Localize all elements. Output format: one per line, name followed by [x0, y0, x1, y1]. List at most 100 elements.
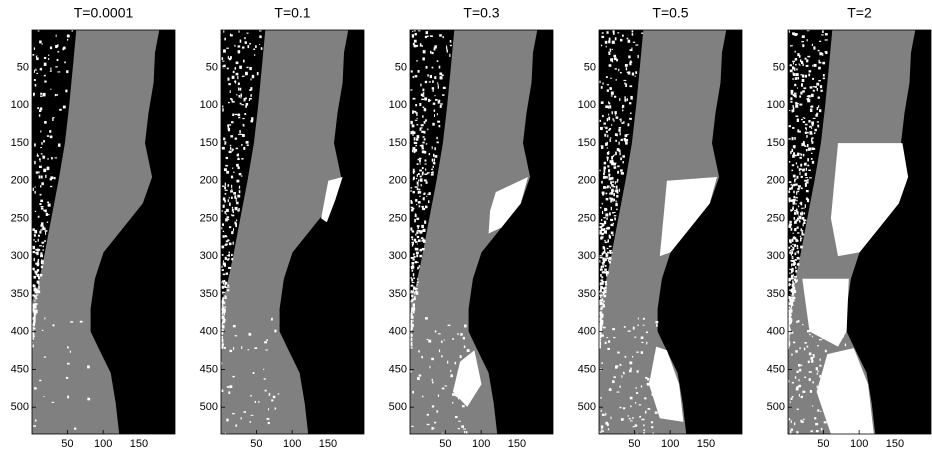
speckle	[231, 206, 234, 209]
speckle	[34, 290, 38, 294]
y-tick-label: 350	[578, 288, 596, 300]
speckle	[225, 156, 229, 160]
speckle	[415, 233, 417, 236]
speckle	[793, 195, 796, 198]
speckle	[634, 75, 636, 77]
speckle	[603, 259, 606, 262]
speckle	[600, 410, 603, 412]
speckle	[444, 385, 448, 387]
speckle	[421, 98, 424, 101]
speckle	[431, 357, 434, 361]
speckle	[796, 386, 799, 390]
speckle	[599, 206, 602, 209]
speckle	[235, 224, 237, 228]
speckle	[606, 89, 609, 92]
speckle	[452, 401, 454, 404]
speckle	[813, 132, 816, 134]
speckle	[33, 295, 37, 298]
speckle	[600, 282, 603, 286]
speckle	[54, 94, 57, 97]
speckle	[801, 74, 805, 78]
y-tick-label: 200	[578, 175, 596, 187]
speckle	[235, 198, 237, 202]
speckle	[33, 69, 35, 73]
speckle	[239, 102, 242, 105]
speckle	[812, 89, 815, 92]
y-tick-label: 100	[389, 99, 407, 111]
speckle	[423, 179, 427, 182]
speckle	[618, 188, 620, 192]
speckle	[412, 292, 415, 295]
speckle	[228, 242, 232, 246]
speckle	[51, 401, 55, 403]
speckle	[227, 77, 230, 81]
speckle	[618, 149, 621, 153]
speckle	[423, 108, 427, 112]
speckle	[272, 395, 276, 399]
speckle	[791, 294, 794, 296]
speckle	[808, 95, 811, 98]
speckle	[33, 314, 36, 318]
speckle	[417, 201, 421, 204]
speckle	[790, 101, 793, 103]
speckle	[634, 424, 638, 427]
panel-title: T=0.1	[274, 5, 310, 21]
speckle	[416, 278, 419, 280]
speckle	[601, 210, 604, 214]
speckle	[609, 137, 612, 139]
speckle	[410, 347, 413, 349]
speckle	[67, 395, 70, 399]
speckle	[66, 38, 69, 41]
speckle	[428, 192, 431, 196]
speckle	[788, 306, 791, 309]
y-tick-label: 100	[11, 99, 29, 111]
speckle	[222, 185, 225, 187]
speckle	[449, 44, 452, 47]
speckle	[263, 378, 266, 380]
speckle	[426, 413, 429, 416]
x-tick-label: 150	[697, 438, 715, 450]
speckle	[442, 36, 444, 39]
speckle	[423, 130, 426, 134]
speckle	[429, 99, 432, 102]
speckle	[601, 276, 604, 279]
speckle	[788, 278, 791, 282]
speckle	[422, 171, 424, 174]
speckle	[227, 101, 230, 104]
speckle	[804, 57, 807, 60]
speckle	[611, 161, 614, 166]
speckle	[433, 109, 436, 112]
speckle	[820, 427, 823, 431]
speckle	[817, 49, 820, 52]
speckle	[600, 286, 603, 289]
speckle	[412, 76, 415, 79]
speckle	[35, 303, 37, 307]
speckle	[803, 117, 806, 120]
speckle	[629, 85, 633, 88]
speckle	[463, 428, 466, 430]
image	[788, 30, 931, 434]
speckle	[623, 326, 626, 328]
speckle	[263, 368, 265, 371]
speckle	[790, 269, 794, 272]
speckle	[805, 177, 808, 179]
speckle	[791, 186, 793, 190]
speckle	[221, 312, 224, 315]
speckle	[601, 262, 604, 264]
speckle	[33, 267, 35, 271]
speckle	[226, 386, 230, 388]
speckle	[790, 183, 792, 186]
speckle	[620, 418, 624, 421]
speckle	[791, 280, 794, 282]
speckle	[792, 286, 796, 291]
speckle	[611, 188, 614, 190]
speckle	[620, 171, 623, 175]
y-tick-label: 250	[389, 212, 407, 224]
y-tick-label: 250	[578, 212, 596, 224]
speckle	[788, 314, 792, 317]
speckle	[599, 313, 603, 316]
speckle	[411, 124, 415, 128]
speckle	[807, 360, 810, 364]
speckle	[251, 117, 254, 121]
speckle	[430, 173, 434, 176]
